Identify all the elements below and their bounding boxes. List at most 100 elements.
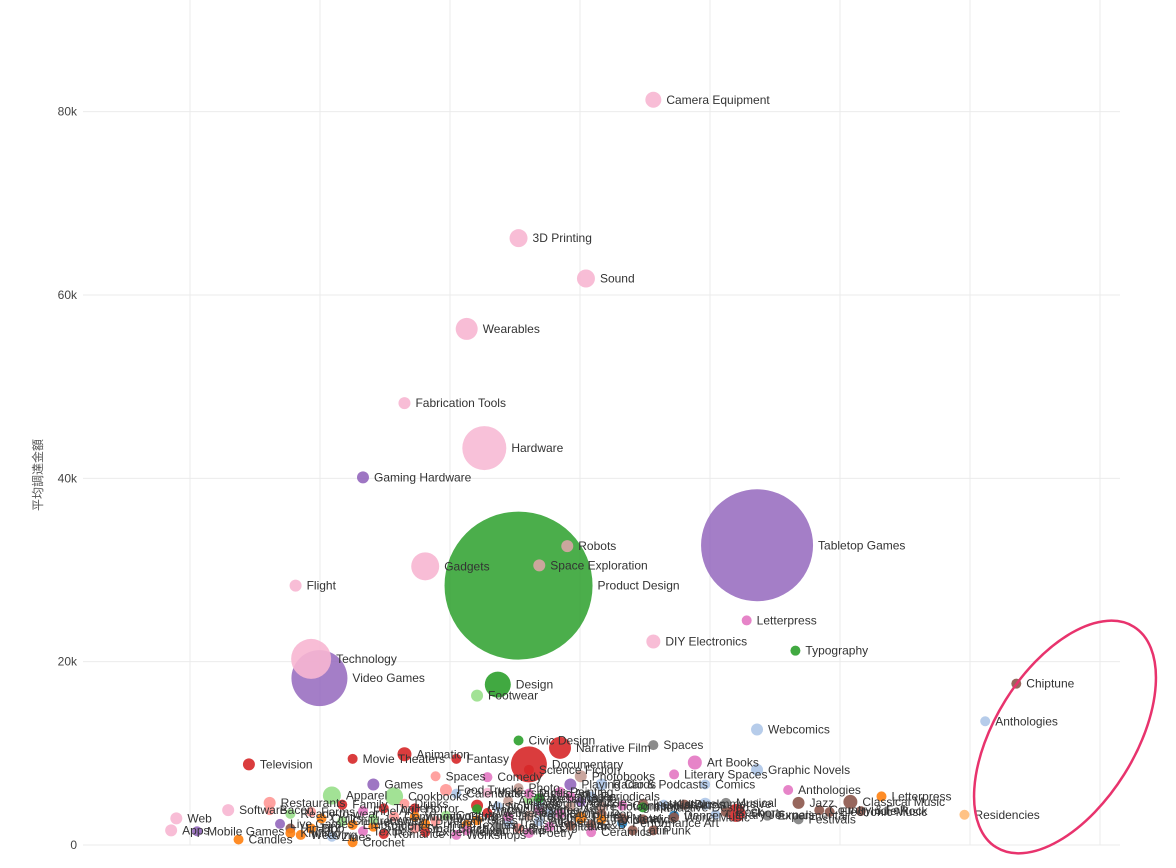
data-point[interactable] bbox=[646, 634, 661, 649]
data-point[interactable] bbox=[389, 811, 400, 822]
data-point[interactable] bbox=[378, 829, 389, 839]
data-point[interactable] bbox=[170, 812, 183, 825]
data-point[interactable] bbox=[574, 811, 587, 824]
data-point[interactable] bbox=[843, 794, 858, 809]
data-point[interactable] bbox=[544, 807, 555, 818]
data-point[interactable] bbox=[461, 825, 472, 836]
data-point[interactable] bbox=[586, 827, 597, 838]
data-point[interactable] bbox=[576, 269, 595, 288]
data-point[interactable] bbox=[295, 829, 306, 840]
data-point[interactable] bbox=[523, 828, 534, 839]
data-point[interactable] bbox=[555, 786, 566, 797]
data-point[interactable] bbox=[617, 813, 628, 824]
data-point[interactable] bbox=[347, 837, 358, 848]
data-point[interactable] bbox=[472, 815, 483, 826]
data-point[interactable] bbox=[513, 735, 524, 746]
data-point[interactable] bbox=[285, 828, 296, 839]
data-point[interactable] bbox=[451, 829, 462, 840]
data-point[interactable] bbox=[409, 823, 420, 834]
data-point[interactable] bbox=[337, 799, 348, 810]
data-point[interactable] bbox=[720, 807, 731, 817]
data-point[interactable] bbox=[397, 747, 412, 762]
data-point[interactable] bbox=[627, 825, 638, 836]
data-point[interactable] bbox=[440, 810, 451, 821]
data-point[interactable] bbox=[513, 823, 524, 834]
data-point[interactable] bbox=[699, 797, 712, 810]
data-point[interactable] bbox=[430, 771, 441, 782]
data-point[interactable] bbox=[451, 753, 462, 764]
data-point[interactable] bbox=[510, 746, 547, 783]
data-point[interactable] bbox=[509, 229, 528, 248]
data-point[interactable] bbox=[430, 816, 441, 827]
data-point[interactable] bbox=[980, 716, 991, 727]
data-point[interactable] bbox=[596, 814, 607, 825]
data-point[interactable] bbox=[242, 758, 255, 771]
data-point[interactable] bbox=[444, 511, 593, 660]
data-point[interactable] bbox=[565, 801, 576, 812]
data-point[interactable] bbox=[596, 801, 607, 812]
data-point[interactable] bbox=[263, 796, 276, 809]
data-point[interactable] bbox=[451, 788, 462, 799]
data-point[interactable] bbox=[727, 803, 746, 822]
data-point[interactable] bbox=[291, 638, 332, 679]
data-point[interactable] bbox=[586, 791, 597, 802]
data-point[interactable] bbox=[617, 800, 628, 811]
data-point[interactable] bbox=[411, 552, 440, 581]
data-point[interactable] bbox=[420, 818, 431, 829]
data-point[interactable] bbox=[534, 793, 545, 804]
data-point[interactable] bbox=[264, 805, 275, 816]
data-point[interactable] bbox=[368, 814, 379, 825]
data-point[interactable] bbox=[347, 819, 358, 830]
data-point[interactable] bbox=[523, 810, 534, 821]
data-point[interactable] bbox=[855, 806, 866, 817]
data-point[interactable] bbox=[645, 91, 662, 108]
data-point[interactable] bbox=[326, 831, 337, 842]
data-point[interactable] bbox=[710, 809, 721, 820]
data-point[interactable] bbox=[751, 723, 764, 736]
data-point[interactable] bbox=[751, 763, 764, 776]
data-point[interactable] bbox=[648, 740, 659, 751]
data-point[interactable] bbox=[523, 788, 534, 799]
data-point[interactable] bbox=[533, 559, 546, 572]
data-point[interactable] bbox=[409, 811, 420, 822]
data-point[interactable] bbox=[482, 807, 493, 818]
data-point[interactable] bbox=[669, 769, 680, 780]
data-point[interactable] bbox=[700, 779, 711, 790]
data-point[interactable] bbox=[482, 787, 493, 798]
data-point[interactable] bbox=[574, 770, 587, 783]
data-point[interactable] bbox=[658, 799, 669, 810]
data-point[interactable] bbox=[534, 816, 545, 827]
data-point[interactable] bbox=[367, 778, 380, 791]
data-point[interactable] bbox=[959, 809, 970, 820]
data-point[interactable] bbox=[347, 753, 358, 764]
data-point[interactable] bbox=[420, 827, 431, 838]
data-point[interactable] bbox=[306, 807, 317, 817]
data-point[interactable] bbox=[306, 823, 317, 834]
data-point[interactable] bbox=[513, 783, 524, 794]
data-point[interactable] bbox=[368, 821, 379, 832]
data-point[interactable] bbox=[824, 807, 835, 817]
data-point[interactable] bbox=[565, 820, 576, 831]
data-point[interactable] bbox=[586, 819, 597, 830]
data-point[interactable] bbox=[192, 826, 203, 837]
data-point[interactable] bbox=[471, 689, 484, 702]
data-point[interactable] bbox=[648, 825, 659, 836]
data-point[interactable] bbox=[472, 804, 483, 815]
data-point[interactable] bbox=[523, 764, 534, 775]
data-point[interactable] bbox=[482, 772, 493, 783]
data-point[interactable] bbox=[378, 803, 389, 814]
data-point[interactable] bbox=[357, 826, 368, 837]
data-point[interactable] bbox=[679, 799, 690, 810]
data-point[interactable] bbox=[637, 814, 648, 825]
data-point[interactable] bbox=[503, 811, 514, 822]
data-point[interactable] bbox=[356, 471, 369, 484]
data-point[interactable] bbox=[439, 784, 452, 796]
data-point[interactable] bbox=[561, 540, 574, 553]
data-point[interactable] bbox=[720, 797, 731, 808]
data-point[interactable] bbox=[398, 397, 411, 410]
data-point[interactable] bbox=[876, 791, 887, 802]
data-point[interactable] bbox=[289, 579, 302, 592]
data-point[interactable] bbox=[793, 814, 804, 825]
data-point[interactable] bbox=[762, 810, 773, 821]
data-point[interactable] bbox=[741, 615, 752, 626]
